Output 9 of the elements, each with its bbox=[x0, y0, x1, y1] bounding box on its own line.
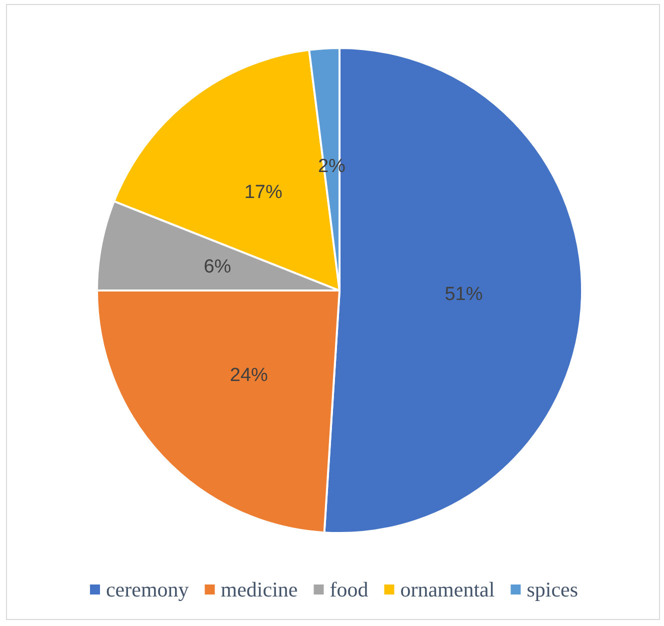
data-label: 24% bbox=[230, 365, 268, 386]
data-label: 51% bbox=[444, 284, 483, 305]
data-label: 6% bbox=[204, 256, 232, 278]
legend-label: spices bbox=[526, 578, 578, 602]
legend-label: ceremony bbox=[106, 578, 190, 602]
legend-label: medicine bbox=[220, 578, 298, 602]
legend-label: ornamental bbox=[400, 578, 495, 602]
legend-label: food bbox=[330, 578, 369, 602]
data-label: 17% bbox=[244, 182, 282, 203]
